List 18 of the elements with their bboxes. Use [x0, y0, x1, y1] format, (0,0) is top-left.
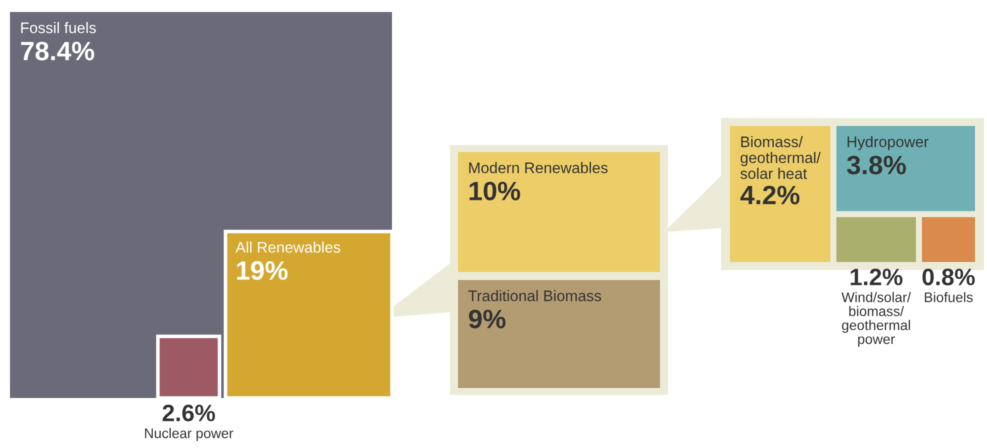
data-label: 1.2%	[850, 268, 902, 286]
data-label: 2.6%	[162, 404, 215, 422]
data-label: 10%	[470, 182, 520, 200]
category-label: Wind/solar/ biomass/ geothermal power	[841, 292, 911, 347]
category-label: Hydropower	[848, 136, 928, 150]
category-label: Fossil fuels	[21, 22, 96, 34]
data-label: 0.8%	[922, 268, 975, 286]
category-label: Biomass/ geothermal/ solar heat	[740, 136, 821, 180]
data-label: 4.2%	[740, 186, 800, 204]
data-label: 78.4%	[21, 42, 94, 60]
category-label: All Renewables	[236, 241, 340, 253]
category-label: Nuclear power	[145, 428, 234, 441]
category-label: Biofuels	[924, 292, 973, 302]
category-label: Traditional Biomass	[468, 290, 602, 302]
data-label: 3.8%	[846, 156, 906, 174]
category-label: Modern Renewables	[469, 162, 608, 174]
data-label: 9%	[468, 310, 506, 328]
data-label: 19%	[237, 261, 288, 280]
